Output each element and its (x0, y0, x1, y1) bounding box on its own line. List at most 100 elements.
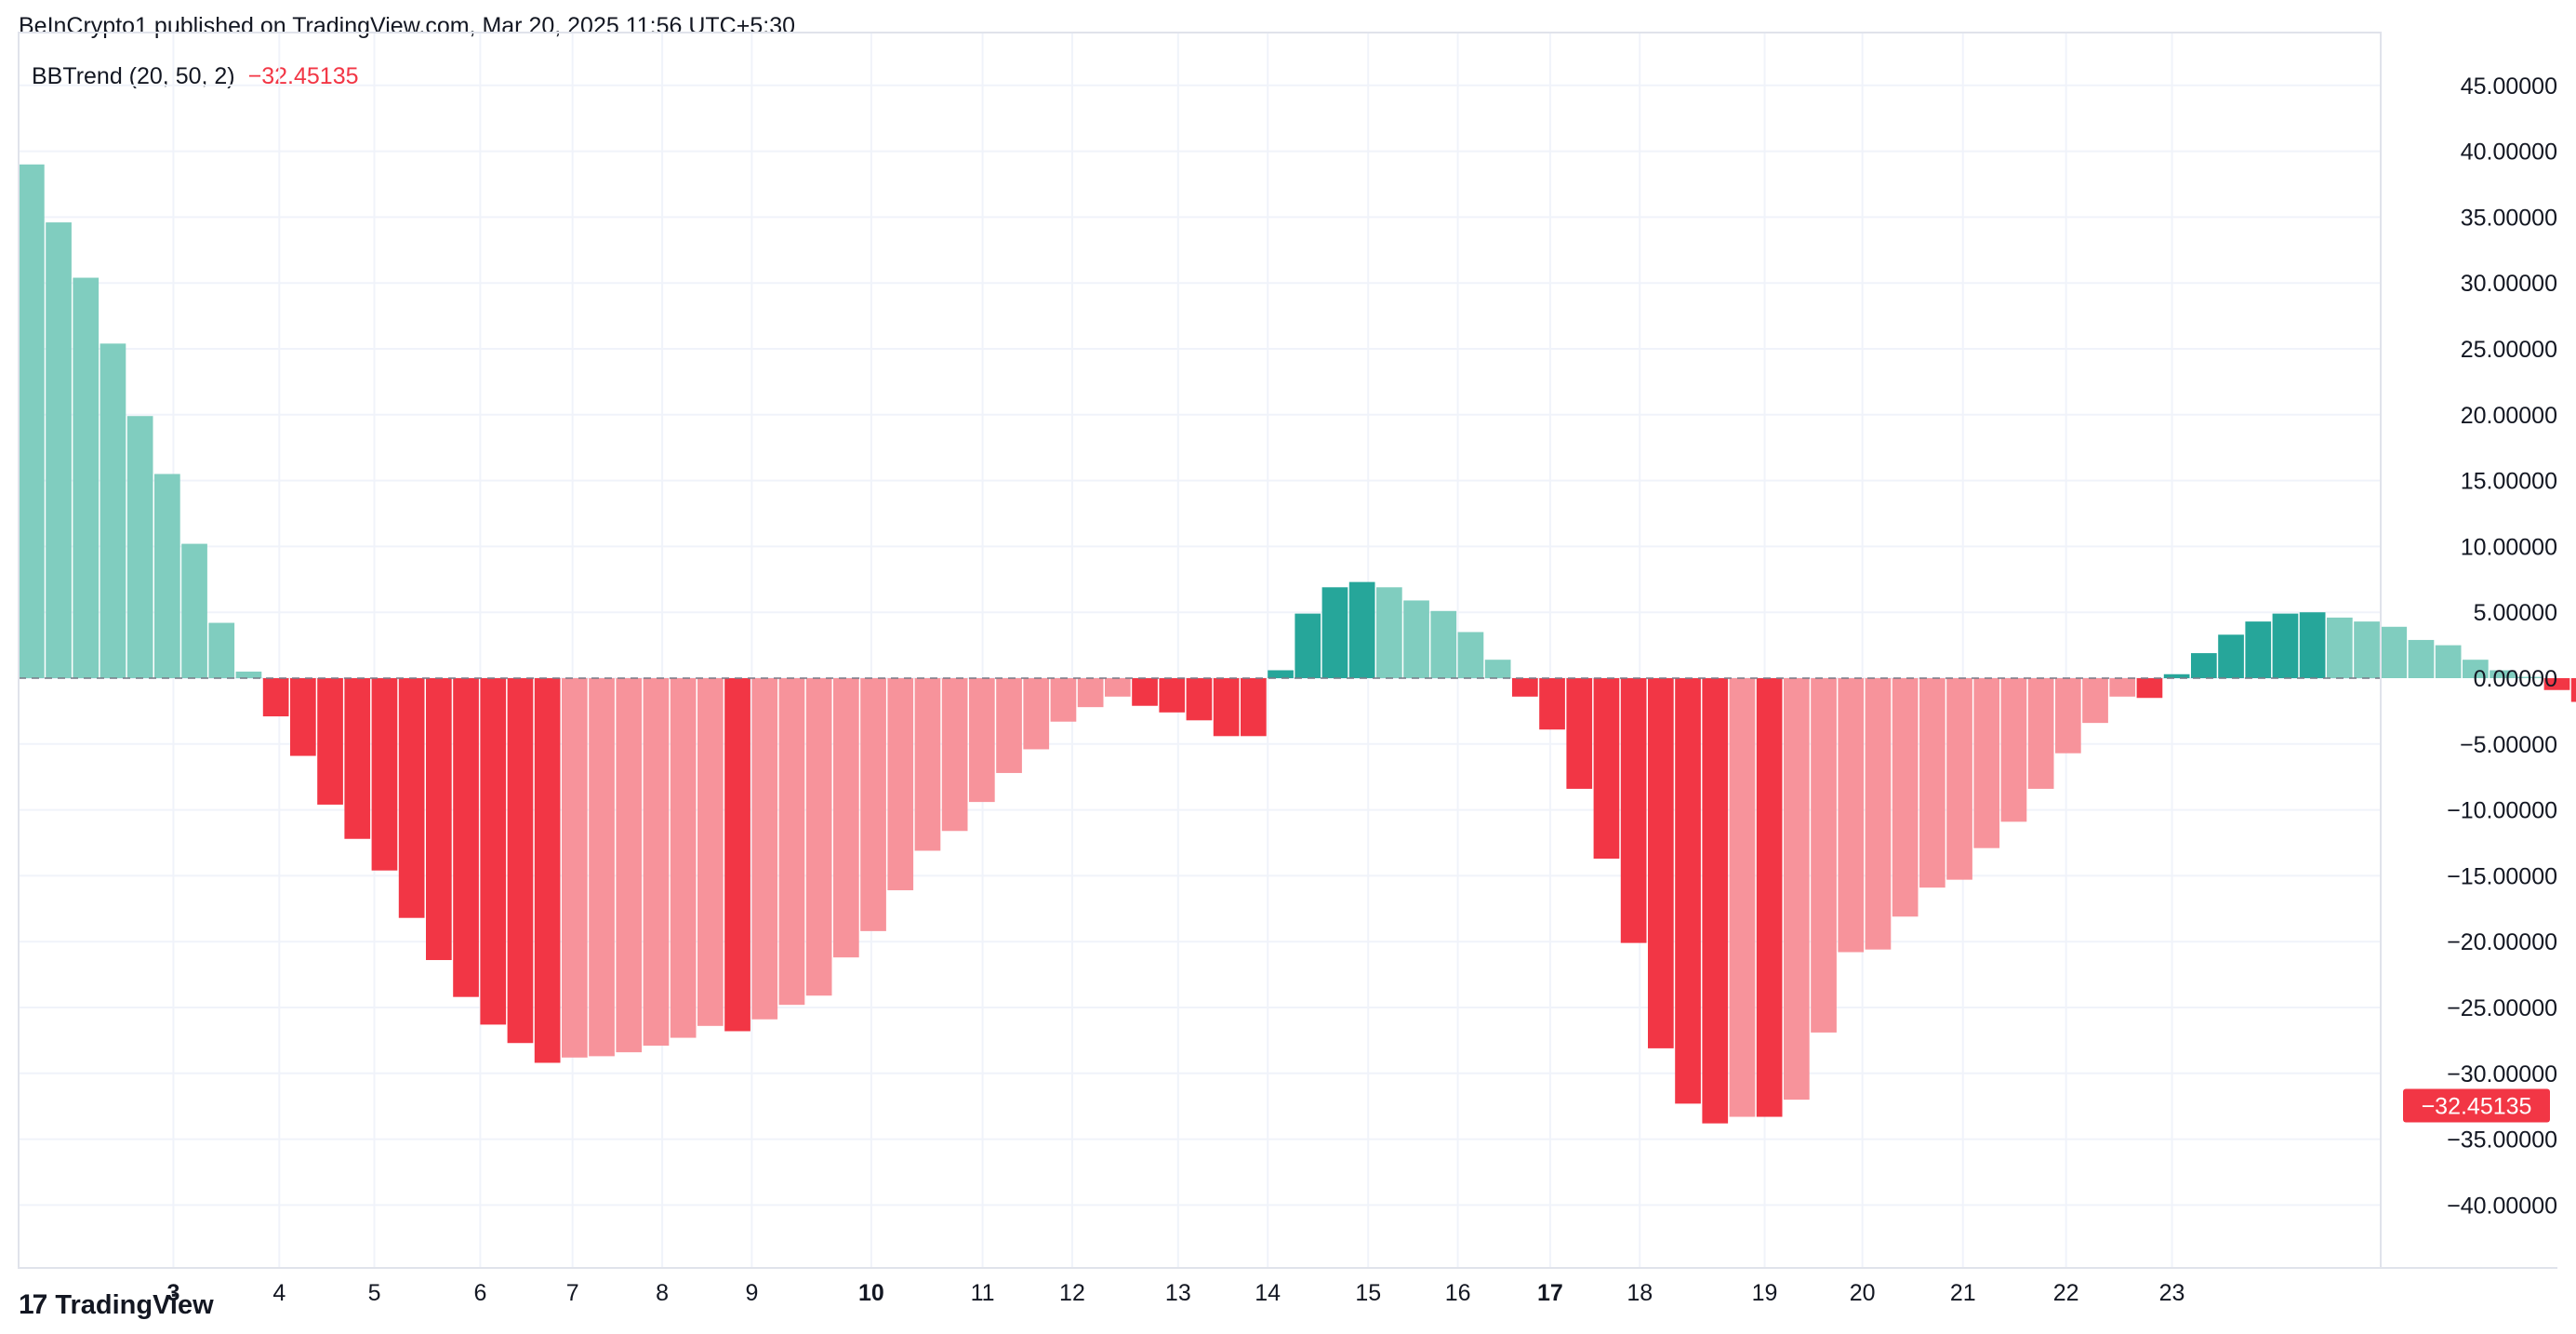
histogram-bar (344, 678, 371, 839)
histogram-bar (1973, 678, 2000, 848)
histogram-bar (2163, 674, 2190, 678)
histogram-bar (1539, 678, 1565, 730)
y-tick-label: 15.00000 (2461, 469, 2557, 495)
histogram-bar (534, 678, 561, 1063)
tradingview-brand: TradingView (55, 1289, 214, 1320)
histogram-bar (2000, 678, 2027, 822)
x-tick-label: 4 (272, 1280, 285, 1306)
y-tick-label: −40.00000 (2447, 1193, 2557, 1219)
histogram-bar (2408, 639, 2435, 678)
histogram-bar (2354, 621, 2380, 678)
histogram-bar (1811, 678, 1837, 1033)
histogram-bar (1729, 678, 1756, 1117)
histogram-bar (46, 222, 72, 678)
histogram-bar (2299, 612, 2326, 678)
x-tick-label: 14 (1255, 1280, 1281, 1306)
x-tick-label: 12 (1059, 1280, 1085, 1306)
histogram-bar (1946, 678, 1972, 880)
x-tick-label: 18 (1627, 1280, 1653, 1306)
histogram-bar (2463, 660, 2489, 678)
x-tick-label: 5 (368, 1280, 381, 1306)
y-tick-label: −15.00000 (2447, 863, 2557, 889)
histogram-bar (1484, 660, 1511, 678)
histogram-bar (1241, 678, 1267, 737)
histogram-bar (1295, 613, 1321, 678)
histogram-bar (480, 678, 507, 1025)
histogram-bar (697, 678, 724, 1026)
histogram-bar (1865, 678, 1892, 950)
x-tick-label: 21 (1950, 1280, 1976, 1306)
histogram-bar (2245, 621, 2272, 678)
x-tick-label: 22 (2053, 1280, 2079, 1306)
y-tick-label: 25.00000 (2461, 337, 2557, 363)
histogram-bars (19, 164, 2576, 1124)
histogram-bar (2136, 678, 2163, 699)
histogram-bar (290, 678, 316, 756)
histogram-bar (371, 678, 398, 871)
histogram-bar (778, 678, 805, 1006)
histogram-bar (1430, 610, 1457, 678)
time-axis[interactable]: 3 4 5 6 7 8 9 10 11 12 13 14 15 16 17 18 19 20 21 22 23 (166, 1280, 2184, 1306)
x-tick-label: 23 (2159, 1280, 2185, 1306)
histogram-bar (616, 678, 643, 1053)
histogram-bar (2109, 678, 2136, 697)
histogram-bar (996, 678, 1022, 773)
x-tick-label: 11 (971, 1280, 995, 1306)
histogram-bar (860, 678, 886, 931)
histogram-bar (643, 678, 670, 1047)
histogram-bar (235, 671, 262, 678)
histogram-bar (2191, 653, 2217, 678)
x-tick-label: 10 (858, 1280, 884, 1306)
x-tick-label: 17 (1537, 1280, 1563, 1306)
y-tick-label: 10.00000 (2461, 534, 2557, 560)
y-tick-label: 45.00000 (2461, 73, 2557, 100)
histogram-bar (2272, 613, 2299, 678)
publish-info: BeInCrypto1 published on TradingView.com… (19, 13, 795, 39)
grid (19, 33, 2381, 1268)
histogram-bar (1784, 678, 1810, 1101)
histogram-bar (1620, 678, 1647, 943)
y-tick-label: 0.00000 (2474, 666, 2557, 692)
y-tick-label: 35.00000 (2461, 205, 2557, 231)
histogram-bar (1702, 678, 1729, 1124)
histogram-bar (1077, 678, 1104, 708)
histogram-bar (1838, 678, 1865, 953)
histogram-bar (1050, 678, 1077, 722)
histogram-bar (100, 343, 126, 678)
histogram-bar (1675, 678, 1701, 1104)
x-tick-label: 15 (1355, 1280, 1381, 1306)
tradingview-logo-icon: 17 (19, 1289, 47, 1320)
x-tick-label: 16 (1445, 1280, 1471, 1306)
histogram-bar (426, 678, 452, 961)
histogram-bar (833, 678, 859, 958)
histogram-bar (1593, 678, 1620, 859)
histogram-bar (2327, 617, 2353, 678)
x-tick-label: 3 (166, 1280, 179, 1306)
histogram-bar (1213, 678, 1240, 737)
histogram-bar (751, 678, 778, 1020)
histogram-bar (2218, 634, 2244, 678)
histogram-bar (453, 678, 479, 997)
histogram-bar (1348, 581, 1375, 678)
histogram-bar (2082, 678, 2108, 724)
histogram-bar (1403, 600, 1429, 678)
x-tick-label: 19 (1752, 1280, 1778, 1306)
histogram-bar (805, 678, 832, 996)
histogram-bar (1648, 678, 1674, 1048)
y-tick-label: 40.00000 (2461, 140, 2557, 166)
y-tick-label: 30.00000 (2461, 271, 2557, 297)
histogram-bar (2381, 626, 2408, 678)
histogram-bar (507, 678, 534, 1044)
y-tick-label: −5.00000 (2460, 732, 2557, 758)
histogram-bar (1132, 678, 1158, 706)
price-axis[interactable]: 45.00000 40.00000 35.00000 30.00000 25.00000… (2447, 73, 2557, 1220)
x-tick-label: 8 (656, 1280, 669, 1306)
x-tick-label: 9 (745, 1280, 758, 1306)
x-tick-label: 7 (566, 1280, 579, 1306)
y-tick-label: −35.00000 (2447, 1127, 2557, 1154)
histogram-bar (941, 678, 968, 832)
tradingview-footer[interactable]: 17 TradingView (19, 1289, 214, 1321)
histogram-bar (2027, 678, 2054, 789)
histogram-bar (1892, 678, 1919, 917)
